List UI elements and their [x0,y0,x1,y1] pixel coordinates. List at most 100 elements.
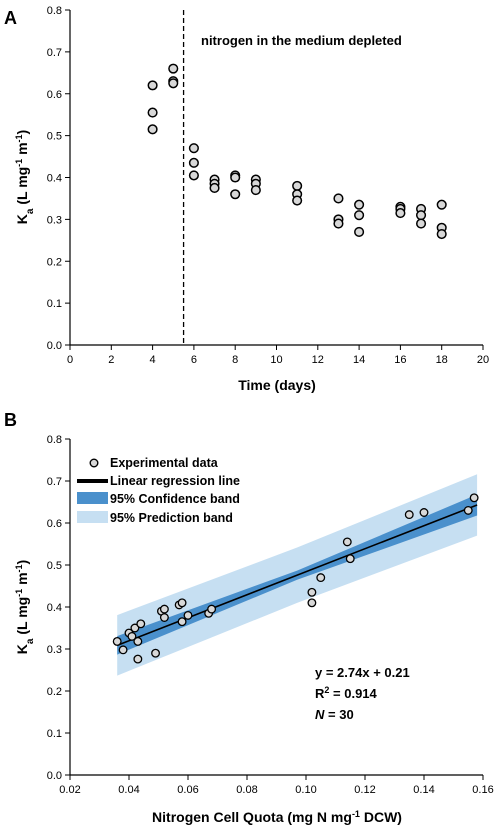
panel-a-data-point [147,107,158,118]
sample-size: N = 30 [315,707,354,722]
panel-a-annotation: nitrogen in the medium depleted [201,33,402,48]
panel-a-data-point [188,157,199,168]
panel-a-y-tick-label: 0.3 [47,214,62,226]
panel-a-y-tick-label: 0.6 [47,89,62,101]
panel-a-x-ticks: 0 2 4 6 8 10 12 14 16 18 20 [67,345,489,366]
panel-b-data-point [127,631,137,641]
panel-b-y-ticks: 0.0 0.1 0.2 0.3 0.4 0.5 0.6 0.7 0.8 [47,434,70,782]
panel-b-y-tick-label: 0.0 [47,770,62,782]
panel-b-data-point [316,573,326,583]
panel-a-y-tick-label: 0.5 [47,131,62,143]
panel-a-data-point [250,185,261,196]
panel-b-data-point [118,645,128,655]
panel-a-y-label: Ka (L mg-1 m-1) [14,130,36,224]
panel-a-data-point [333,218,344,229]
panel-b-x-tick-label: 0.08 [236,784,257,796]
panel-a-data-point [147,124,158,135]
panel-a-data-point [188,170,199,181]
legend: Experimental data Linear regression line… [77,456,240,525]
legend-marker-prediction [77,511,108,523]
legend-marker-confidence [77,492,108,504]
panel-a-x-tick-label: 6 [191,354,197,366]
panel-a-y-ticks: 0.0 0.1 0.2 0.3 0.4 0.5 0.6 0.7 0.8 [47,5,70,352]
panel-b-data-point [419,508,429,517]
panel-b-y-tick-label: 0.4 [47,602,62,614]
panel-a-x-tick-label: 10 [270,354,282,366]
panel-a-data-point [354,210,365,221]
panel-b-y-tick-label: 0.6 [47,518,62,530]
panel-b-x-tick-label: 0.12 [354,784,375,796]
panel-a-data-point [230,172,241,183]
panel-a-data-point [354,199,365,210]
panel-a-x-tick-label: 14 [353,354,365,366]
panel-a-data-point [147,80,158,91]
panel-b-data-point [136,619,146,629]
panel-a-data-point [354,226,365,237]
panel-a-x-tick-label: 2 [108,354,114,366]
panel-b-y-tick-label: 0.7 [47,476,62,488]
panel-a-x-tick-label: 16 [394,354,406,366]
panel-a-letter: A [4,8,17,28]
panel-a-data-point [188,143,199,154]
panel-b-letter: B [4,410,17,430]
panel-a-data-point [292,195,303,206]
panel-b-y-tick-label: 0.2 [47,686,62,698]
panel-b-y-label: Ka (L mg-1 m-1) [14,560,36,654]
panel-a-x-tick-label: 8 [232,354,238,366]
panel-a-data-point [168,63,179,74]
regression-line [116,504,478,647]
panel-b-data-point [133,654,143,664]
panel-b-data-point [345,554,355,564]
panel-a: A 0.0 0.1 0.2 0.3 0.4 0.5 0.6 0.7 0.8 0 2 4 6 8 10 12 1… [4,5,489,393]
panel-b-x-ticks: 0.02 0.04 0.06 0.08 0.10 0.12 0.14 0.16 [59,775,494,796]
panel-b-data-point [469,493,479,503]
panel-a-data-point [436,199,447,210]
panel-b-x-tick-label: 0.14 [413,784,434,796]
panel-b-x-tick-label: 0.10 [295,784,316,796]
panel-b-y-tick-label: 0.5 [47,560,62,572]
panel-b-data-point [159,613,169,622]
panel-a-data-point [416,210,427,221]
panel-b-data-point [342,537,352,547]
legend-experimental: Experimental data [110,456,219,470]
panel-b-points [112,493,479,664]
panel-a-x-tick-label: 18 [436,354,448,366]
panel-b-data-point [307,587,317,597]
panel-a-x-tick-label: 12 [312,354,324,366]
panel-a-y-tick-label: 0.8 [47,5,62,17]
panel-a-data-point [416,218,427,229]
panel-a-x-tick-label: 4 [150,354,156,366]
panel-a-y-tick-label: 0.7 [47,47,62,59]
legend-regression: Linear regression line [110,474,240,488]
panel-b-data-point [159,604,169,614]
panel-a-data-point [333,193,344,204]
panel-a-x-tick-label: 20 [477,354,489,366]
panel-a-data-point [436,228,447,240]
panel-b-data-point [133,636,143,646]
panel-a-y-tick-label: 0.0 [47,340,62,352]
panel-b-y-tick-label: 0.8 [47,434,62,446]
panel-b-data-point [177,617,187,627]
panel-b-data-point [404,510,414,520]
panel-a-data-point [168,78,179,89]
panel-a-data-point [209,182,220,194]
panel-b-y-tick-label: 0.1 [47,728,62,740]
panel-b-data-point [151,648,160,658]
panel-b-data-point [183,610,193,620]
panel-a-y-tick-label: 0.1 [47,298,62,310]
panel-b-x-label: Nitrogen Cell Quota (mg N mg-1 DCW) [152,809,402,825]
panel-b-data-point [307,598,317,608]
panel-b-x-tick-label: 0.16 [472,784,493,796]
panel-a-y-tick-label: 0.2 [47,256,62,268]
legend-confidence: 95% Confidence band [110,492,240,506]
panel-b-data-point [207,604,217,614]
panel-b-data-point [463,505,473,515]
panel-a-x-label: Time (days) [238,377,316,393]
panel-b-x-tick-label: 0.04 [118,784,139,796]
panel-b-x-tick-label: 0.06 [177,784,198,796]
panel-a-data-point [230,189,241,200]
panel-b-data-point [177,598,187,608]
legend-prediction: 95% Prediction band [110,511,233,525]
panel-b-x-tick-label: 0.02 [59,784,80,796]
